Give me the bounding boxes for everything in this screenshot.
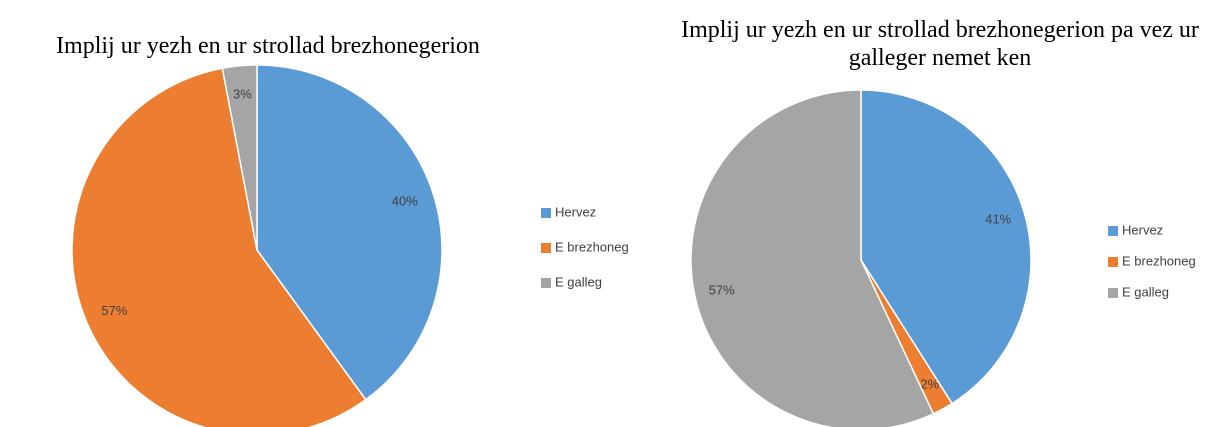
pie-slice [690,89,935,427]
legend-label: E galleg [1122,284,1169,299]
legend-swatch [541,243,551,253]
pie-slice [71,67,367,427]
pie-slice [256,64,443,401]
legend-label: E galleg [555,274,602,289]
legend-label: Hervez [555,204,596,219]
legend-swatch [1108,257,1118,267]
data-label: 3% [233,87,252,102]
data-label: 57% [709,283,735,298]
legend-label: E brezhoneg [1122,253,1196,268]
legend-swatch [1108,288,1118,298]
legend-swatch [541,278,551,288]
legend-swatch [1108,226,1118,236]
legend-swatch [541,208,551,218]
data-label: 2% [920,377,939,392]
chart-title: Implij ur yezh en ur strollad brezhonege… [681,17,1199,71]
data-label: 57% [101,303,127,318]
legend-label: E brezhoneg [555,239,629,254]
legend-label: Hervez [1122,222,1163,237]
pie-slice [860,89,1032,405]
data-label: 40% [392,193,418,208]
chart-title: Implij ur yezh en ur strollad brezhonege… [56,33,480,59]
data-label: 41% [985,212,1011,227]
pie-slice [221,64,258,251]
